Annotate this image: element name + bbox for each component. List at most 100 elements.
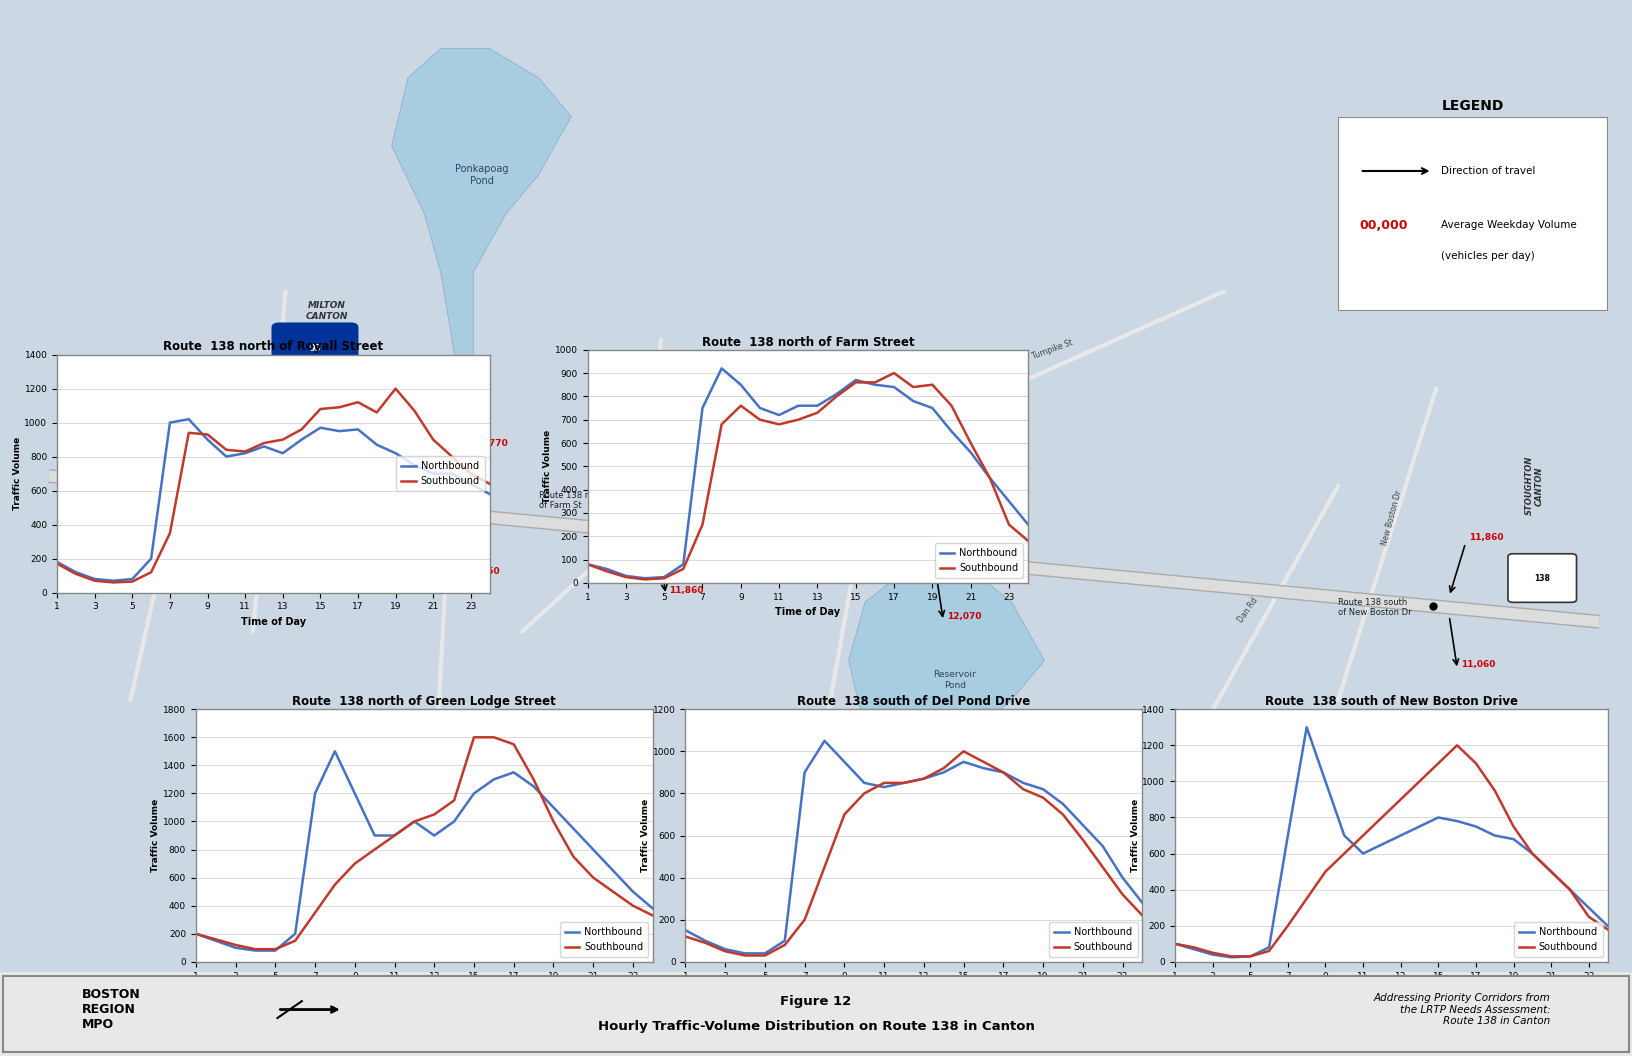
Northbound: [999, 495, 1018, 508]
Northbound: [583, 843, 602, 855]
Southbound: [795, 913, 814, 926]
Northbound: [1297, 721, 1317, 734]
Text: Direction of travel: Direction of travel: [1441, 166, 1536, 176]
Text: Addressing Priority Corridors from
the LRTP Needs Assessment:
Route 138 in Canto: Addressing Priority Corridors from the L…: [1374, 993, 1550, 1026]
Southbound: [1297, 892, 1317, 905]
Southbound: [597, 565, 617, 578]
Northbound: [1541, 865, 1560, 878]
Text: Turnpike St: Turnpike St: [1031, 338, 1074, 361]
Northbound: [643, 902, 663, 914]
Northbound: [885, 381, 904, 394]
Northbound: [273, 447, 292, 459]
Southbound: [834, 808, 854, 821]
FancyBboxPatch shape: [3, 976, 1629, 1052]
Southbound: [423, 433, 442, 446]
Text: Washington St: Washington St: [589, 502, 635, 535]
Southbound: [875, 776, 894, 789]
Northbound: [953, 755, 973, 768]
Southbound: [961, 437, 981, 450]
Northbound: [1428, 811, 1448, 824]
Southbound: [266, 943, 286, 956]
Northbound: [674, 558, 694, 570]
Southbound: [186, 927, 206, 940]
Northbound: [961, 446, 981, 458]
Southbound: [1013, 782, 1033, 795]
Northbound: [186, 927, 206, 940]
Southbound: [325, 879, 344, 891]
Southbound: [47, 558, 67, 570]
Southbound: [310, 402, 330, 415]
Northbound: [922, 401, 942, 414]
Southbound: [885, 366, 904, 379]
Text: 12,820: 12,820: [955, 485, 989, 494]
Northbound: [266, 944, 286, 957]
Northbound: [1278, 829, 1297, 842]
Northbound: [1560, 883, 1580, 895]
Text: MILTON
CANTON: MILTON CANTON: [305, 301, 348, 321]
Northbound: [463, 787, 483, 799]
Southbound: [197, 428, 217, 440]
Text: 15,910: 15,910: [196, 413, 230, 422]
Southbound: [142, 566, 162, 579]
Southbound: [255, 437, 274, 450]
Southbound: [1523, 847, 1542, 860]
Southbound: [994, 766, 1013, 778]
Northbound: [736, 947, 756, 960]
Text: Royall St: Royall St: [152, 531, 168, 565]
Southbound: [1503, 821, 1523, 833]
Southbound: [225, 939, 245, 951]
X-axis label: Time of Day: Time of Day: [881, 986, 947, 996]
Northbound: [1203, 948, 1222, 961]
Southbound: [1113, 888, 1133, 901]
Southbound: [442, 450, 462, 463]
Northbound: [676, 924, 695, 937]
Southbound: [463, 731, 483, 743]
Text: Dan Rd: Dan Rd: [1237, 596, 1260, 624]
Southbound: [1428, 757, 1448, 770]
Northbound: [942, 425, 961, 437]
Northbound: [480, 488, 499, 501]
Southbound: [85, 574, 104, 587]
Southbound: [583, 871, 602, 884]
Northbound: [47, 555, 67, 568]
FancyBboxPatch shape: [1338, 116, 1608, 310]
Text: Blue Hill
Rd: Blue Hill Rd: [261, 427, 277, 457]
Northbound: [865, 378, 885, 391]
Northbound: [981, 472, 1000, 485]
Southbound: [604, 885, 623, 898]
Northbound: [994, 766, 1013, 778]
Southbound: [1485, 784, 1505, 796]
Southbound: [1373, 811, 1392, 824]
Text: Reservoir
Pond: Reservoir Pond: [934, 671, 976, 690]
Northbound: [578, 558, 597, 570]
FancyBboxPatch shape: [186, 469, 255, 517]
Northbound: [615, 569, 635, 582]
Southbound: [615, 570, 635, 583]
Northbound: [1578, 902, 1598, 914]
Text: 11,860: 11,860: [1469, 533, 1503, 542]
Northbound: [1315, 775, 1335, 788]
Northbound: [405, 458, 424, 471]
Polygon shape: [392, 49, 571, 370]
Southbound: [1222, 950, 1242, 963]
Legend: Northbound, Southbound: Northbound, Southbound: [1049, 922, 1138, 957]
Northbound: [623, 885, 643, 898]
Title: Route  138 north of Green Lodge Street: Route 138 north of Green Lodge Street: [292, 695, 557, 708]
Southbound: [676, 930, 695, 943]
Text: Hourly Traffic-Volume Distribution on Route 138 in Canton: Hourly Traffic-Volume Distribution on Ro…: [597, 1020, 1035, 1033]
Polygon shape: [0, 0, 1632, 972]
Southbound: [1541, 865, 1560, 878]
Text: Ponkapoag
Pond: Ponkapoag Pond: [455, 164, 508, 186]
Southbound: [444, 794, 463, 807]
Northbound: [217, 450, 237, 463]
Text: Route 138 north
of Green Lodge St: Route 138 north of Green Lodge St: [339, 452, 415, 471]
Northbound: [67, 566, 86, 579]
Northbound: [348, 423, 367, 436]
Northbound: [206, 935, 225, 947]
Northbound: [180, 413, 199, 426]
Northbound: [1053, 797, 1072, 810]
Northbound: [974, 761, 994, 774]
Southbound: [999, 518, 1018, 531]
Northbound: [310, 421, 330, 434]
Southbound: [292, 423, 312, 436]
